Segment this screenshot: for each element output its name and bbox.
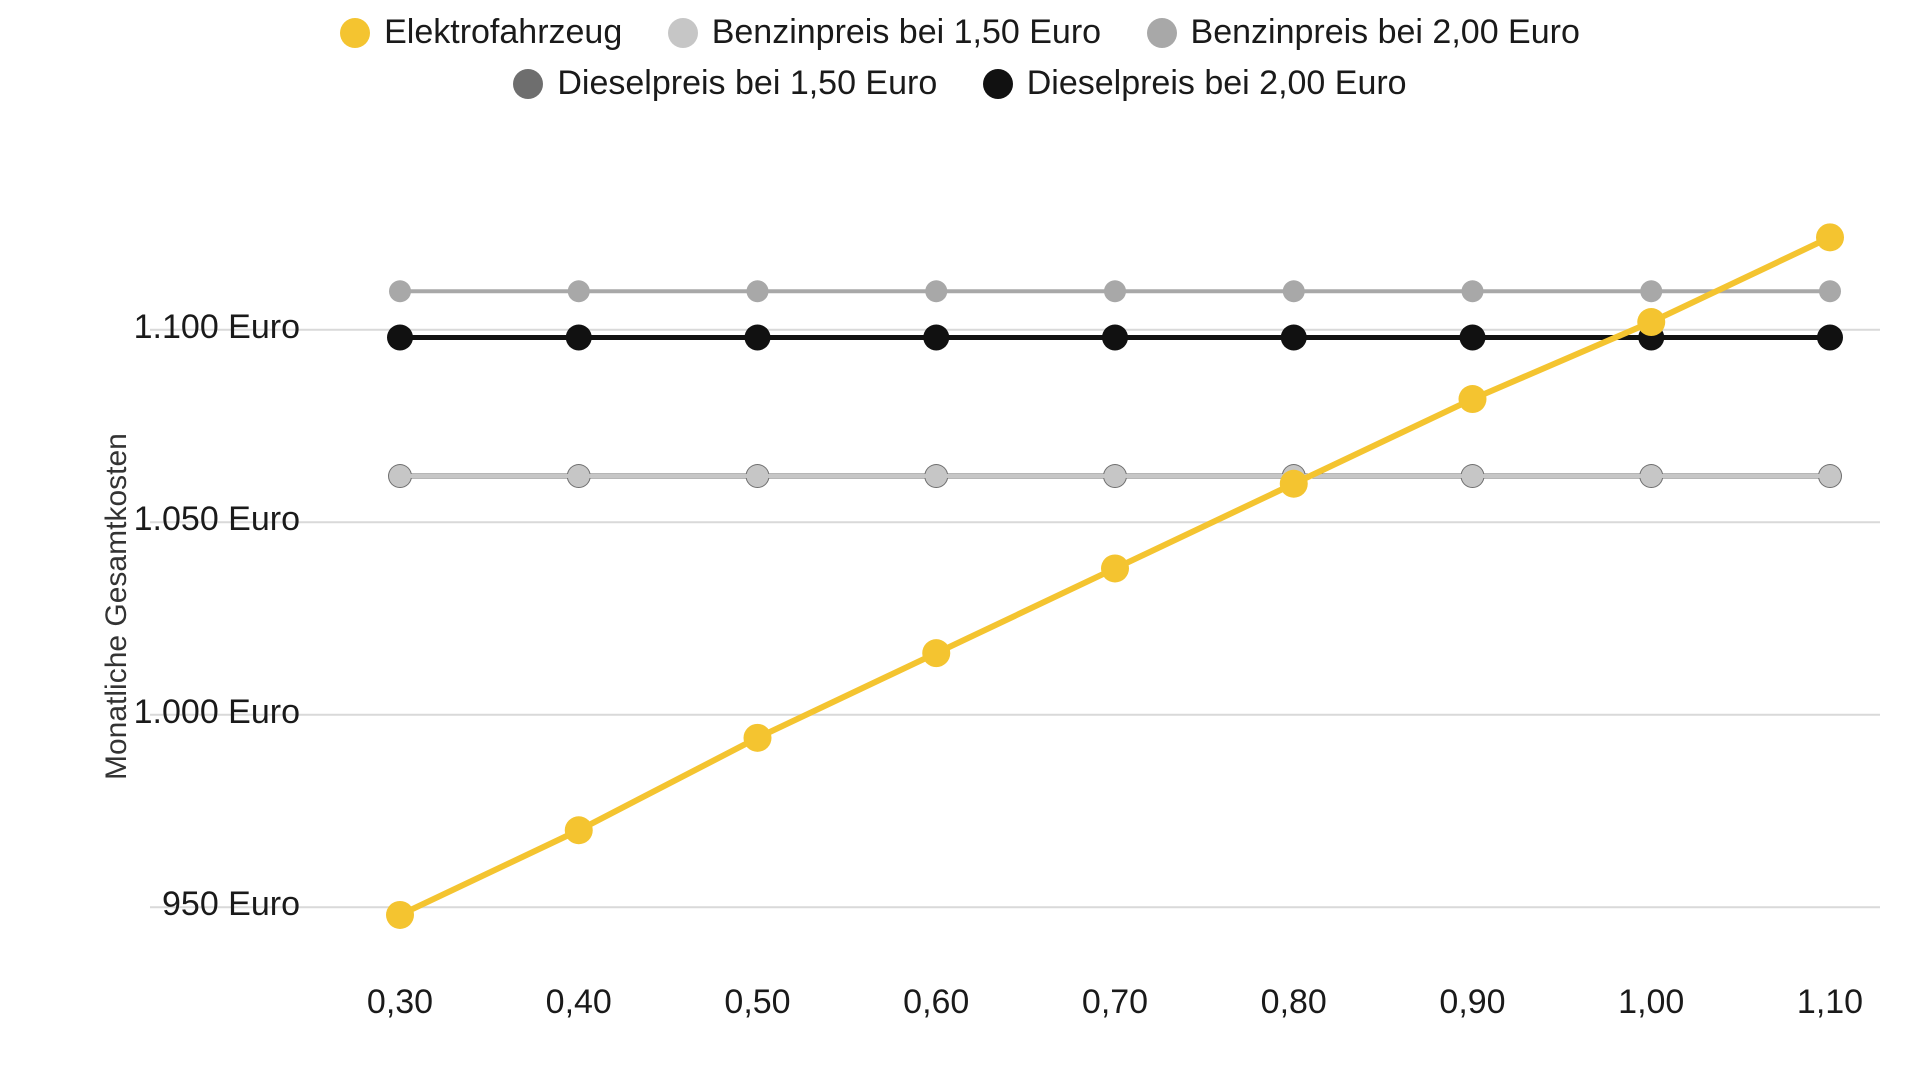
x-tick-label: 0,50 bbox=[724, 983, 790, 1022]
cost-comparison-chart: { "chart": { "type": "line", "background… bbox=[0, 0, 1920, 1080]
x-tick-label: 1,10 bbox=[1797, 983, 1863, 1022]
x-tick-label: 0,40 bbox=[546, 983, 612, 1022]
x-tick-label: 0,70 bbox=[1082, 983, 1148, 1022]
x-tick-label: 0,90 bbox=[1439, 983, 1505, 1022]
x-tick-label: 1,00 bbox=[1618, 983, 1684, 1022]
y-tick-label: 1.000 Euro bbox=[40, 693, 300, 732]
y-tick-label: 1.100 Euro bbox=[40, 308, 300, 347]
y-tick-label: 1.050 Euro bbox=[40, 500, 300, 539]
y-tick-label: 950 Euro bbox=[40, 885, 300, 924]
x-tick-label: 0,60 bbox=[903, 983, 969, 1022]
x-tick-label: 0,80 bbox=[1261, 983, 1327, 1022]
x-tick-label: 0,30 bbox=[367, 983, 433, 1022]
